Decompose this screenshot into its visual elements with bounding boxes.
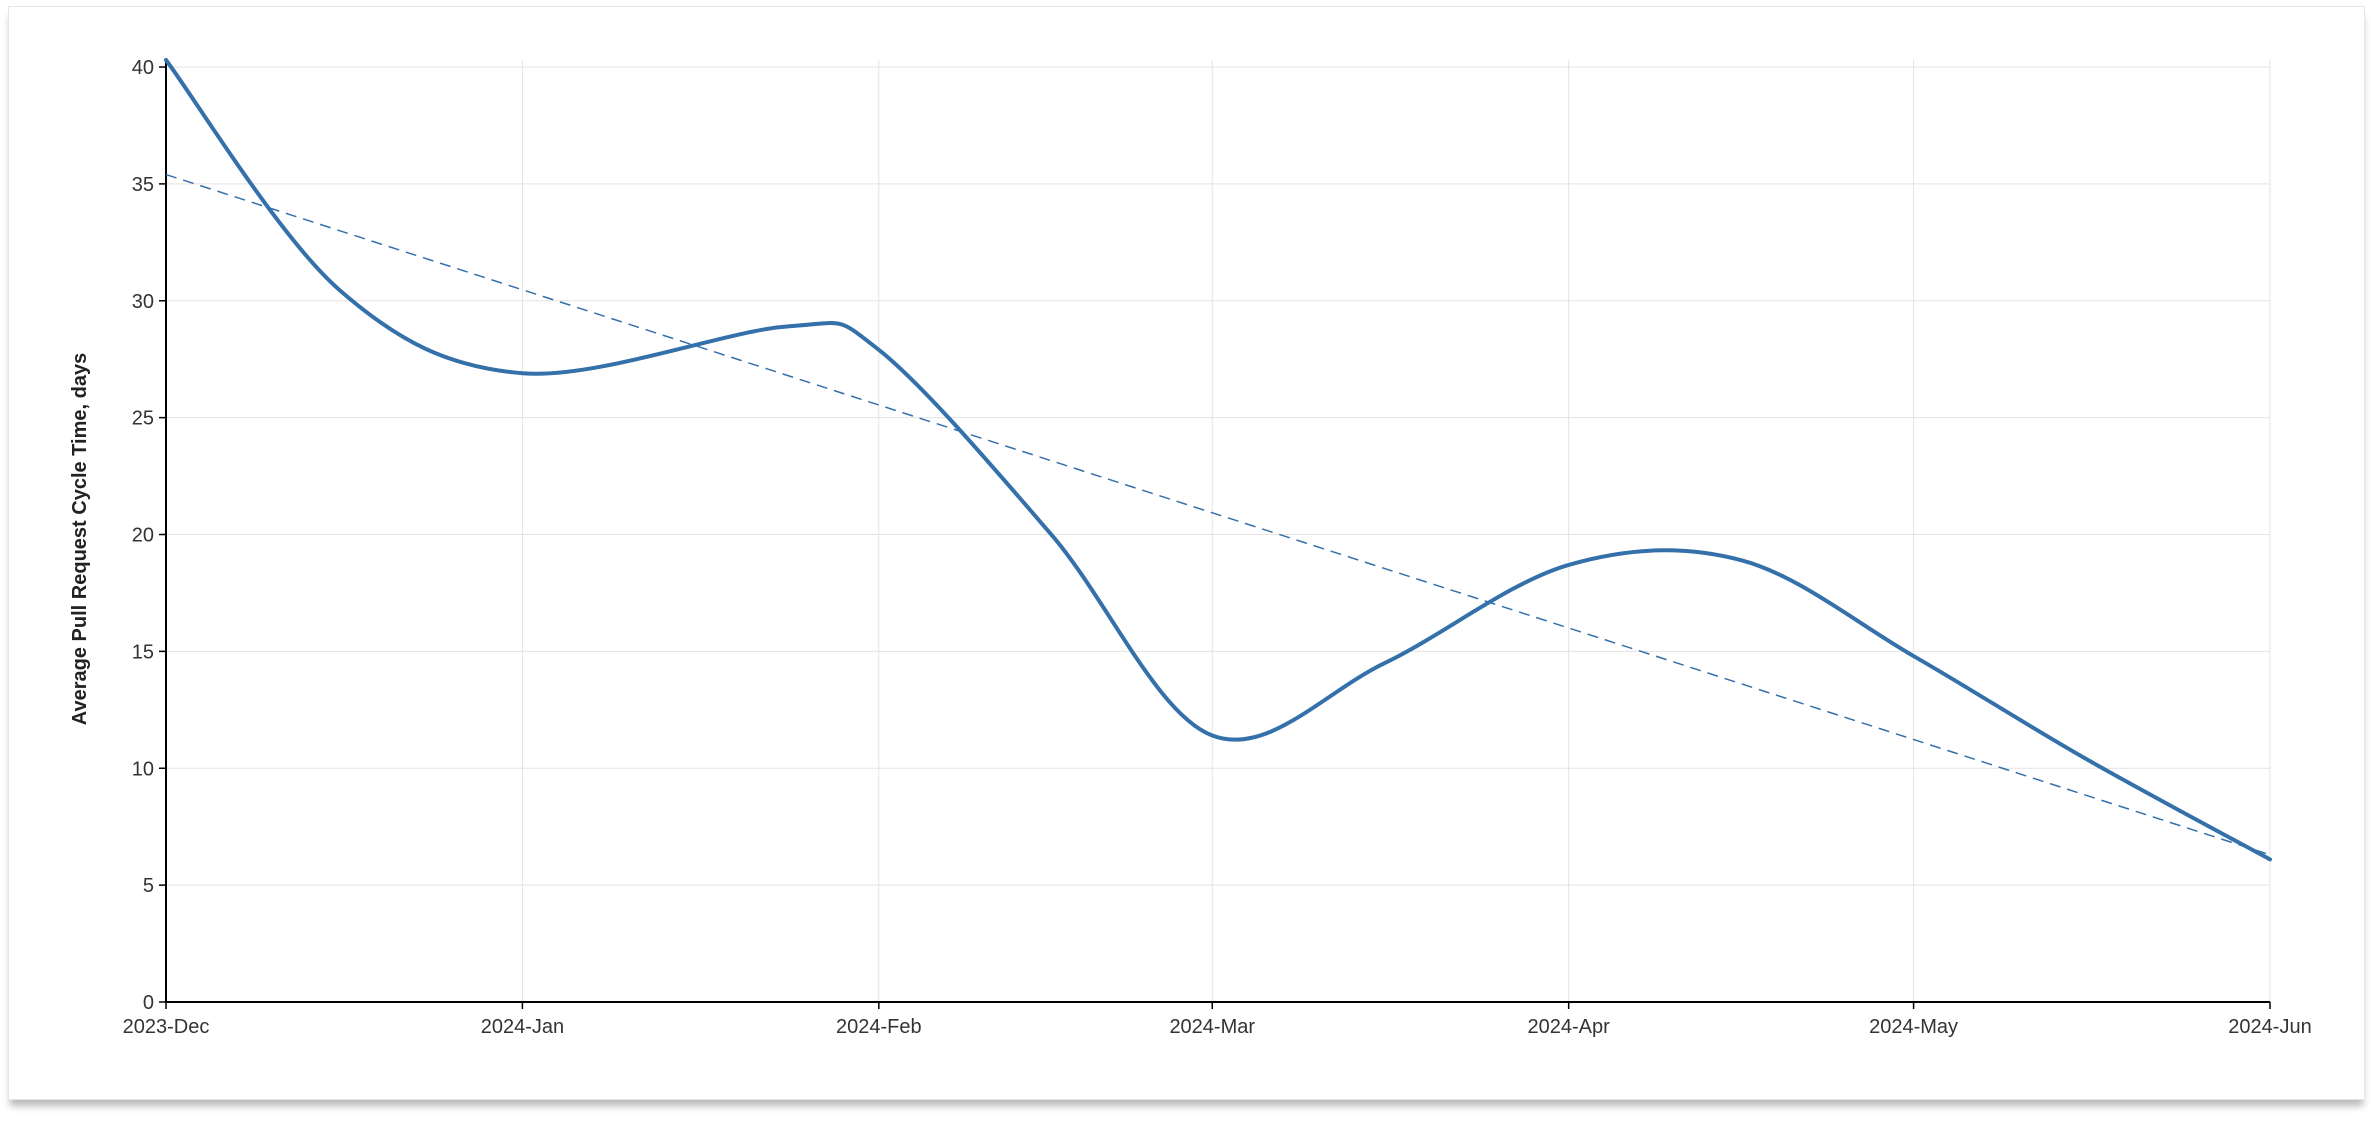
y-tick-label: 25: [132, 408, 154, 430]
x-axis-ticks: 2023-Dec 2024-Jan 2024-Feb 2024-Mar 2024-Apr…: [123, 1002, 2312, 1038]
series-group: [164, 58, 2272, 862]
y-axis-ticks: 0 5 10 15 20 25 30 35 40: [132, 57, 166, 1014]
x-tick-label: 2024-Feb: [836, 1016, 922, 1038]
y-tick-label: 30: [132, 291, 154, 313]
average-cycle-time-line: [164, 58, 2272, 862]
y-tick-label: 40: [132, 57, 154, 79]
x-tick-label: 2024-Mar: [1169, 1016, 1255, 1038]
y-tick-label: 20: [132, 525, 154, 547]
y-tick-label: 10: [132, 758, 154, 780]
x-tick-label: 2024-Jan: [481, 1016, 564, 1038]
axes: [165, 58, 2270, 1003]
chart-card: [8, 6, 2365, 1100]
x-tick-label: 2023-Dec: [123, 1016, 210, 1038]
trend-line: [165, 173, 2271, 856]
y-tick-label: 15: [132, 641, 154, 663]
y-tick-label: 0: [143, 992, 154, 1014]
grid-lines: [166, 60, 2271, 1002]
x-tick-label: 2024-Jun: [2228, 1016, 2311, 1038]
y-tick-label: 35: [132, 174, 154, 196]
y-axis-label: Average Pull Request Cycle Time, days: [69, 353, 91, 725]
x-tick-label: 2024-Apr: [1528, 1016, 1611, 1038]
x-tick-label: 2024-May: [1869, 1016, 1958, 1038]
y-tick-label: 5: [143, 875, 154, 897]
